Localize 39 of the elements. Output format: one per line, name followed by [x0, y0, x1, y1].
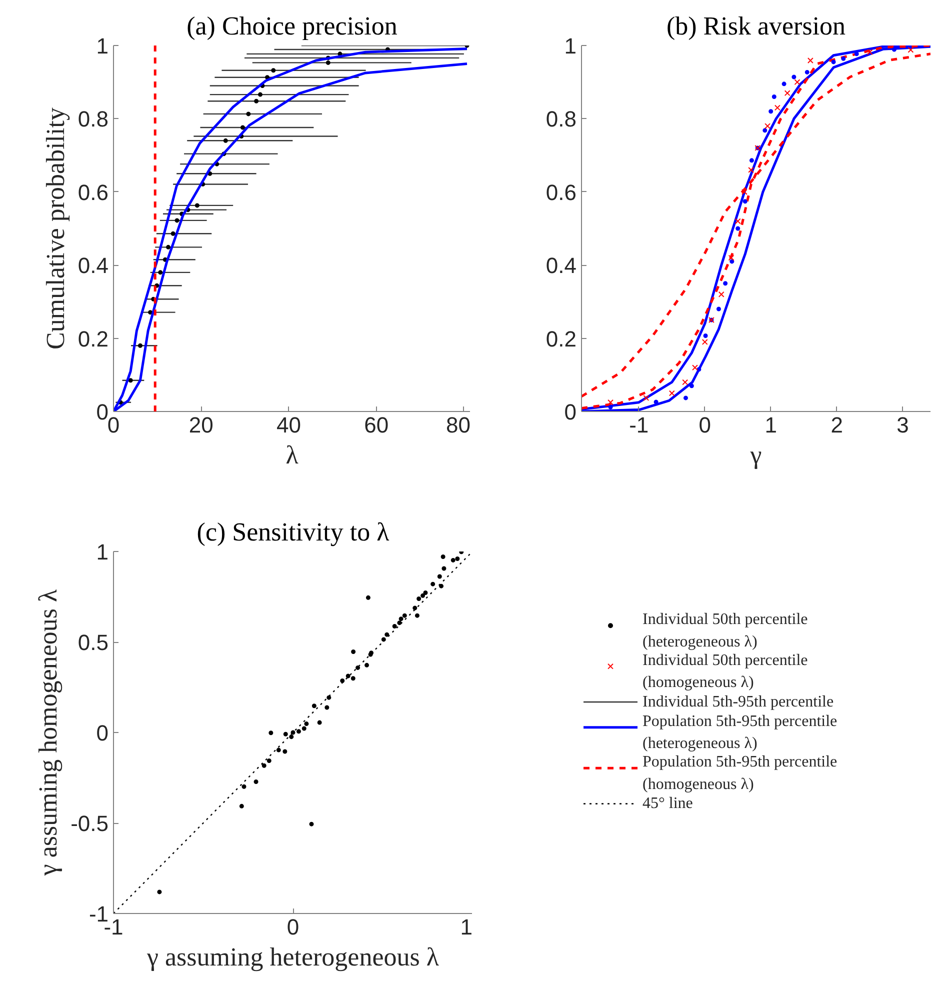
y-tick-label: 1 — [96, 34, 109, 58]
x-tick-label: 2 — [830, 412, 843, 438]
y-tick-label: 0.6 — [78, 180, 109, 205]
x-axis-title: γ — [749, 440, 762, 470]
x-tick-label: 60 — [364, 412, 389, 438]
x-axis-title: λ — [286, 440, 299, 470]
y-tick-label: 1 — [96, 540, 109, 564]
y-tick-label: 1 — [564, 34, 577, 58]
x-tick-label: 20 — [188, 412, 214, 438]
y-tick-label: 0.6 — [546, 180, 577, 205]
y-axis-title: γ assuming homogeneous λ — [34, 588, 63, 877]
y-tick-label: -0.5 — [70, 811, 109, 836]
x-axis-title: γ assuming heterogeneous λ — [146, 942, 440, 972]
legend-label: Population 5th-95th percentile (homogeneous λ) — [642, 754, 838, 793]
text: Individual 5th-95th percentile — [642, 693, 834, 710]
x-tick-label: 40 — [276, 412, 301, 438]
y-tick-label: 0.8 — [546, 106, 577, 132]
x-tick-label: 0 — [698, 412, 712, 438]
y-tick-label: 0.4 — [546, 253, 577, 278]
y-tick-label: 0.2 — [78, 326, 109, 352]
text: 45° line — [642, 795, 693, 812]
legend-label: Population 5th-95th percentile (heterogeneous λ) — [642, 712, 838, 752]
x-tick-label: 3 — [896, 412, 909, 438]
y-tick-label: 0.2 — [546, 326, 577, 352]
chart-title: (a) Choice precision — [186, 12, 398, 40]
y-axis-title: Cumulative probability — [40, 108, 70, 350]
y-tick-label: 0.5 — [78, 630, 109, 655]
chart-title: (b) Risk aversion — [666, 12, 846, 40]
x-tick-label: 1 — [764, 412, 777, 438]
y-tick-label: 0 — [96, 720, 109, 746]
y-tick-label: 0.4 — [78, 253, 109, 278]
legend-label: Individual 50th percentile (heterogeneous λ) — [642, 611, 808, 650]
chart-title: (c) Sensitivity to λ — [196, 518, 390, 546]
x-tick-label: -1 — [629, 412, 649, 438]
y-tick-label: 0.8 — [78, 106, 109, 132]
legend-label: Individual 50th percentile (homogeneous λ) — [642, 652, 808, 691]
x-tick-label: 1 — [460, 914, 473, 940]
x-tick-label: 80 — [446, 412, 471, 438]
x-tick-label: 0 — [286, 914, 300, 940]
